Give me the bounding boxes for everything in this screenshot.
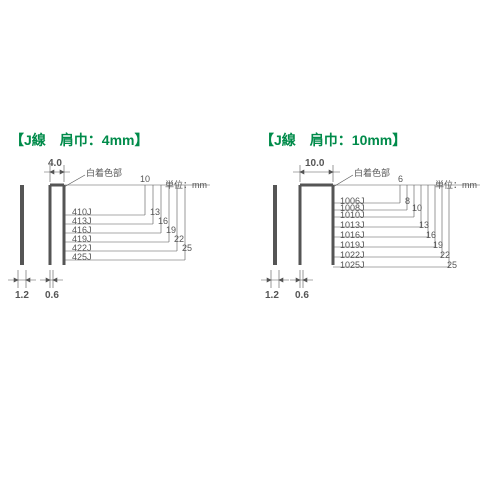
right-model-2: 1010J bbox=[340, 210, 365, 220]
right-length-4: 16 bbox=[426, 230, 436, 240]
right-model-4: 1016J bbox=[340, 230, 365, 240]
left-model-5: 425J bbox=[72, 252, 92, 262]
right-length-1: 8 bbox=[405, 196, 410, 206]
right-length-2: 10 bbox=[412, 203, 422, 213]
right-length-5: 19 bbox=[433, 240, 443, 250]
right-crown-width: 10.0 bbox=[305, 158, 324, 169]
right-footer-right: 0.6 bbox=[295, 290, 309, 301]
left-length-5: 25 bbox=[182, 243, 192, 253]
left-annotation: 白着色部 bbox=[86, 166, 122, 179]
right-length-0: 6 bbox=[398, 174, 403, 184]
right-model-5: 1019J bbox=[340, 240, 365, 250]
left-length-0: 10 bbox=[140, 174, 150, 184]
right-annotation: 白着色部 bbox=[354, 166, 390, 179]
right-length-6: 22 bbox=[440, 250, 450, 260]
left-unit: 単位：mm bbox=[165, 178, 207, 191]
right-model-3: 1013J bbox=[340, 220, 365, 230]
right-title: 【J線 肩巾：10mm】 bbox=[260, 130, 406, 150]
right-model-6: 1022J bbox=[340, 250, 365, 260]
left-footer-left: 1.2 bbox=[15, 290, 29, 301]
left-diagram bbox=[0, 160, 260, 320]
right-unit: 単位：mm bbox=[435, 178, 477, 191]
right-length-7: 25 bbox=[447, 260, 457, 270]
right-model-7: 1025J bbox=[340, 260, 365, 270]
right-length-3: 13 bbox=[419, 220, 429, 230]
left-footer-right: 0.6 bbox=[45, 290, 59, 301]
left-title: 【J線 肩巾：4mm】 bbox=[10, 130, 148, 150]
left-crown-width: 4.0 bbox=[48, 158, 62, 169]
right-footer-left: 1.2 bbox=[265, 290, 279, 301]
